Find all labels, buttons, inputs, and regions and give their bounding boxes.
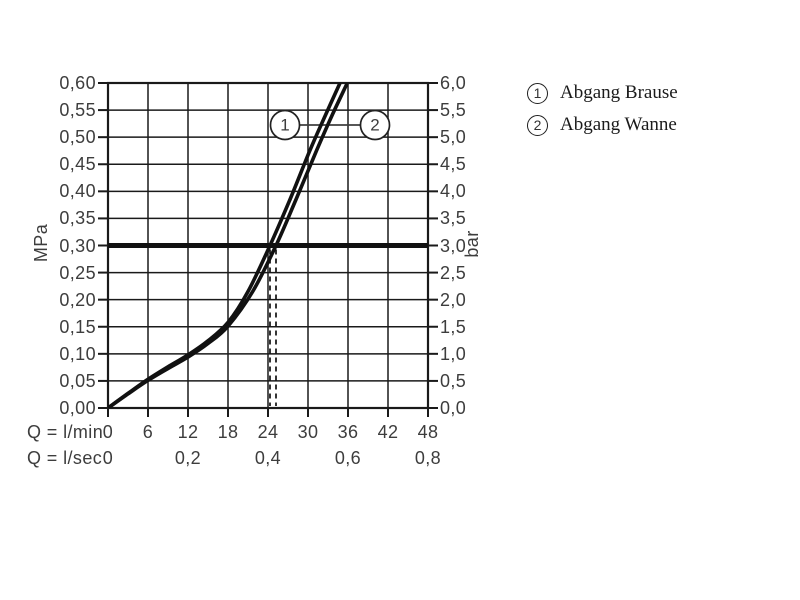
x-axis-lsec-tick-label: 0,2 [174,448,202,468]
legend-item-abgang-brause: 1 Abgang Brause [527,77,678,109]
legend-label-abgang-brause: Abgang Brause [560,82,678,103]
x-axis-caption-lsec: Q = l/sec [27,448,103,468]
y-axis-left-tick-label: 0,15 [59,316,96,337]
x-axis-lmin-tick-label: 0 [102,422,114,442]
curve-marker-number-2: 2 [370,116,379,135]
y-axis-left-tick-label: 0,30 [59,235,96,256]
x-axis-lmin-tick-label: 24 [257,422,279,442]
curve-marker-number-1: 1 [280,116,289,135]
y-axis-right-tick-label: 3,0 [440,235,467,256]
y-axis-left-tick-label: 0,20 [59,289,96,310]
y-axis-left-tick-label: 0,10 [59,343,96,364]
x-axis-lmin-tick-label: 30 [297,422,319,442]
legend-label-abgang-wanne: Abgang Wanne [560,114,677,135]
x-axis-lmin-tick-label: 12 [177,422,199,442]
y-axis-right-tick-label: 4,5 [440,154,467,175]
y-axis-left-tick-label: 0,55 [59,100,96,121]
x-axis-lmin-tick-label: 36 [337,422,359,442]
y-axis-left-tick-label: 0,50 [59,127,96,148]
curve-marker-circle-1 [269,109,301,141]
y-axis-right-tick-label: 1,0 [440,343,467,364]
curve-marker-circle-2 [359,109,391,141]
x-axis-lmin-tick-label: 18 [217,422,239,442]
legend-item-abgang-wanne: 2 Abgang Wanne [527,109,678,141]
y-axis-right-tick-label: 5,0 [440,127,467,148]
y-axis-left-tick-label: 0,05 [59,370,96,391]
x-axis-lsec-tick-label: 0,4 [254,448,282,468]
x-axis-lmin-tick-label: 42 [377,422,399,442]
y-axis-left-tick-label: 0,60 [59,73,96,93]
y-axis-right-tick-label: 0,0 [440,398,467,418]
x-axis-lsec-tick-label: 0,8 [414,448,442,468]
x-axis-lmin-tick-label: 6 [142,422,154,442]
y-axis-right-tick-label: 0,5 [440,370,467,391]
y-axis-right-tick-label: 6,0 [440,73,467,93]
x-axis-lmin-tick-label: 48 [417,422,439,442]
y-axis-right-tick-label: 3,5 [440,208,467,229]
legend-marker-2-icon: 2 [527,114,548,136]
y-axis-right-tick-label: 5,5 [440,100,467,121]
y-axis-left-tick-label: 0,00 [59,398,96,418]
legend-marker-1-icon: 1 [527,82,548,104]
x-axis-lsec-tick-label: 0,6 [334,448,362,468]
y-axis-left-tick-label: 0,25 [59,262,96,283]
y-axis-right-tick-label: 2,5 [440,262,467,283]
y-axis-left-tick-label: 0,40 [59,181,96,202]
y-axis-right-tick-label: 2,0 [440,289,467,310]
y-axis-right-tick-label: 1,5 [440,316,467,337]
y-axis-right-tick-label: 4,0 [440,181,467,202]
chart-legend: 1 Abgang Brause 2 Abgang Wanne [527,77,678,141]
y-axis-left-tick-label: 0,35 [59,208,96,229]
x-axis-caption-lmin: Q = l/min [27,422,104,442]
y-axis-left-tick-label: 0,45 [59,154,96,175]
x-axis-lsec-tick-label: 0 [102,448,114,468]
curve-abgang-wanne [108,83,349,408]
